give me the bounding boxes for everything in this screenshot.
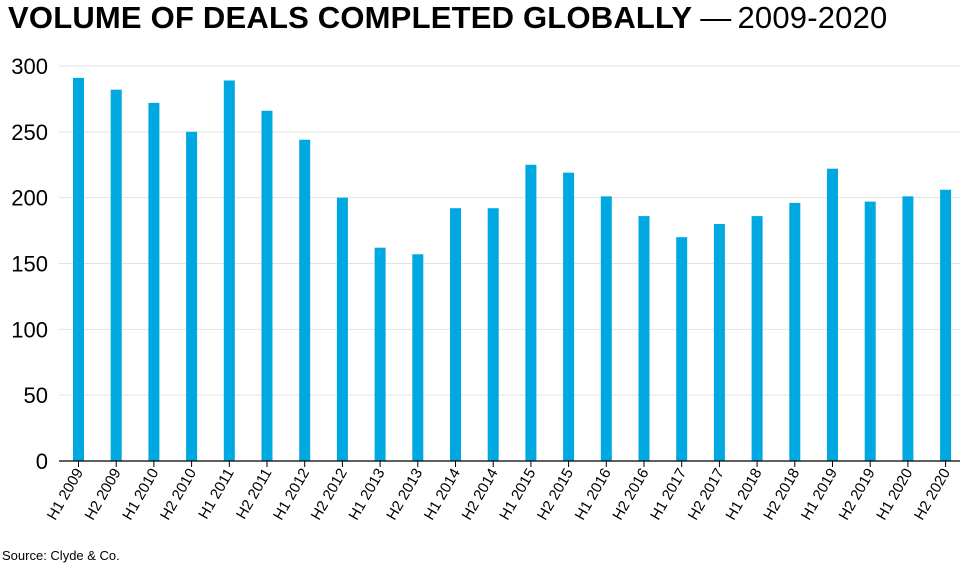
chart-title-main: VOLUME OF DEALS COMPLETED GLOBALLY [8, 0, 693, 35]
x-tick-label: H1 2011 [195, 466, 238, 523]
y-tick-label: 300 [11, 54, 48, 79]
x-tick-label: H1 2020 [873, 466, 916, 524]
bar [73, 77, 84, 461]
bar [110, 89, 122, 461]
bar [864, 201, 876, 461]
y-tick-labels: 0 50 100 150 200 250 300 [11, 54, 48, 474]
bar [336, 197, 348, 462]
bar [261, 110, 273, 462]
x-tick-label: H1 2019 [798, 466, 841, 524]
y-tick-label: 0 [36, 449, 48, 474]
chart-title: VOLUME OF DEALS COMPLETED GLOBALLY —2009-… [8, 0, 888, 36]
x-tick-label: H1 2010 [119, 466, 162, 524]
bar [638, 216, 650, 461]
chart-title-years: 2009-2020 [737, 0, 888, 35]
x-tick-label: H1 2012 [270, 466, 313, 524]
x-tick-label: H2 2018 [760, 466, 803, 524]
x-tick-label: H2 2010 [157, 466, 200, 524]
y-tick-label: 100 [11, 317, 48, 342]
bar [525, 164, 537, 461]
x-tick-label: H2 2016 [609, 466, 652, 524]
bar [713, 224, 725, 461]
x-tick-label: H1 2018 [722, 466, 765, 524]
bar [412, 254, 424, 461]
x-tick-label: H2 2019 [836, 466, 879, 524]
bar [223, 80, 235, 461]
y-tick-label: 50 [24, 383, 48, 408]
bar [186, 131, 198, 461]
gridlines [59, 65, 960, 396]
bar [450, 208, 461, 461]
x-tick-label: H2 2020 [911, 466, 954, 524]
x-tick-label: H1 2017 [647, 466, 690, 524]
chart-title-separator: — [700, 0, 732, 35]
x-tick-label: H1 2015 [496, 466, 539, 524]
x-tick-label: H1 2009 [44, 466, 87, 524]
bar [600, 196, 612, 461]
bar [902, 196, 914, 461]
bar [299, 139, 311, 462]
bar [148, 102, 160, 462]
y-tick-label: 200 [11, 186, 48, 211]
bar [940, 189, 952, 461]
y-tick-label: 150 [11, 252, 48, 277]
bar [751, 216, 763, 461]
x-tick-label: H1 2016 [572, 466, 615, 524]
bar [487, 208, 499, 461]
bar [827, 168, 838, 461]
x-tick-label: H2 2013 [383, 466, 426, 524]
bars [73, 77, 952, 462]
source-note: Source: Clyde & Co. [2, 548, 120, 563]
x-tick-label: H2 2011 [233, 466, 276, 523]
x-tick-label: H2 2012 [308, 466, 351, 524]
bar [789, 202, 801, 461]
x-tick-label: H1 2013 [345, 466, 388, 524]
x-tick-label: H2 2015 [534, 466, 577, 524]
bar [563, 172, 575, 461]
x-tick-label: H2 2014 [459, 466, 502, 524]
y-tick-label: 250 [11, 120, 48, 145]
bar [374, 247, 386, 461]
x-tick-label: H1 2014 [421, 466, 464, 524]
axes [59, 460, 960, 467]
x-tick-label: H2 2017 [685, 466, 728, 524]
bar [676, 237, 688, 461]
x-tick-label: H2 2009 [82, 466, 125, 524]
